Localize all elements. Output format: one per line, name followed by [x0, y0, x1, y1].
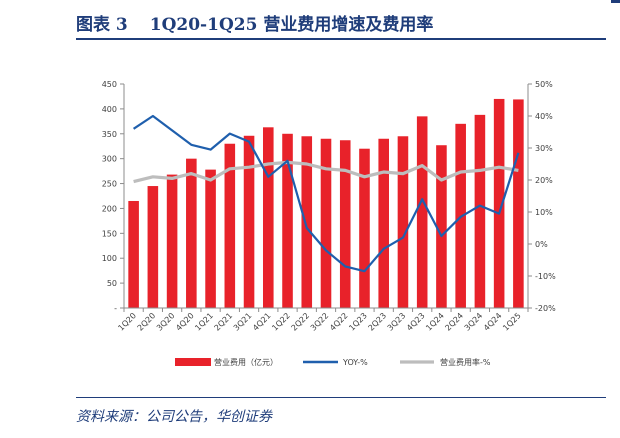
right-tick-label: -10%	[535, 272, 556, 281]
figure-title-text: 1Q20-1Q25 营业费用增速及费用率	[149, 15, 434, 35]
x-tick-label: 3Q20	[155, 311, 177, 333]
x-tick-label: 1Q24	[424, 311, 446, 333]
x-tick-label: 3Q21	[232, 311, 254, 333]
bar-3Q24	[474, 114, 486, 309]
legend-label-rate: 营业费用率-%	[440, 357, 491, 367]
left-tick-label: 150	[102, 229, 117, 238]
bar-3Q23	[397, 136, 409, 308]
bar-4Q22	[339, 140, 351, 308]
x-tick-label: 2Q22	[290, 311, 312, 333]
left-tick-label: 200	[102, 204, 117, 213]
source-note: 资料来源：公司公告，华创证券	[76, 409, 272, 425]
figure-title: 图表 3 1Q20-1Q25 营业费用增速及费用率	[76, 10, 433, 35]
bar-2Q22	[301, 136, 313, 308]
left-tick-label: 250	[102, 180, 117, 189]
right-tick-label: 50%	[535, 80, 553, 89]
bar-2Q21	[224, 143, 236, 308]
bar-2Q23	[378, 138, 390, 308]
legend-swatch-bar	[175, 358, 211, 366]
x-tick-label: 4Q24	[482, 311, 504, 333]
x-tick-label: 1Q22	[270, 311, 292, 333]
x-tick-label: 1Q20	[116, 311, 138, 333]
right-tick-label: 30%	[535, 144, 553, 153]
x-tick-label: 4Q20	[174, 311, 196, 333]
bar-1Q23	[359, 148, 370, 308]
legend: 营业费用（亿元） YOY-% 营业费用率-%	[175, 357, 491, 367]
x-tick-label: 1Q23	[347, 311, 369, 333]
bar-1Q25	[513, 99, 524, 308]
x-tick-label: 4Q23	[405, 311, 427, 333]
bar-3Q21	[243, 135, 255, 308]
x-tick-label: 3Q23	[386, 311, 408, 333]
figure-title-number: 3	[115, 15, 128, 35]
bar-4Q20	[186, 158, 197, 308]
legend-label-bar: 营业费用（亿元）	[214, 357, 278, 367]
bar-series	[128, 98, 524, 309]
left-tick-label: 300	[102, 155, 117, 164]
bar-1Q21	[205, 169, 216, 308]
left-tick-label: 350	[102, 130, 117, 139]
x-tick-label: 3Q24	[463, 311, 485, 333]
source-rule	[76, 397, 606, 398]
right-tick-label: -20%	[535, 304, 556, 313]
legend-label-yoy: YOY-%	[342, 358, 368, 367]
left-tick-label: 100	[102, 254, 117, 263]
right-tick-label: 0%	[535, 240, 548, 249]
bar-3Q22	[320, 138, 332, 308]
right-tick-label: 40%	[535, 112, 553, 121]
bar-1Q22	[282, 133, 293, 308]
right-tick-label: 10%	[535, 208, 553, 217]
x-tick-label: 1Q25	[501, 311, 523, 333]
x-tick-label: 2Q21	[213, 311, 235, 333]
bar-4Q23	[416, 116, 428, 308]
left-tick-label: 450	[102, 80, 117, 89]
bar-1Q20	[128, 200, 139, 308]
bar-2Q20	[147, 186, 159, 308]
x-tick-label: 1Q21	[193, 311, 215, 333]
x-tick-label: 2Q20	[136, 311, 158, 333]
left-tick-label: 400	[102, 105, 117, 114]
x-tick-label: 4Q22	[328, 311, 350, 333]
line-series	[132, 114, 520, 273]
bar-4Q21	[262, 127, 274, 308]
x-tick-label: 3Q22	[309, 311, 331, 333]
figure-title-prefix: 图表	[76, 15, 110, 35]
x-tick-label: 4Q21	[251, 311, 273, 333]
left-tick-label: 50	[107, 279, 117, 288]
edge-mark	[611, 0, 620, 3]
bar-1Q24	[436, 145, 447, 308]
left-tick-label: -	[114, 304, 117, 313]
x-tick-label: 2Q24	[443, 311, 465, 333]
right-tick-label: 20%	[535, 176, 553, 185]
bar-4Q24	[493, 98, 505, 308]
x-tick-label: 2Q23	[367, 311, 389, 333]
bar-3Q20	[166, 174, 178, 308]
title-rule	[76, 38, 606, 40]
